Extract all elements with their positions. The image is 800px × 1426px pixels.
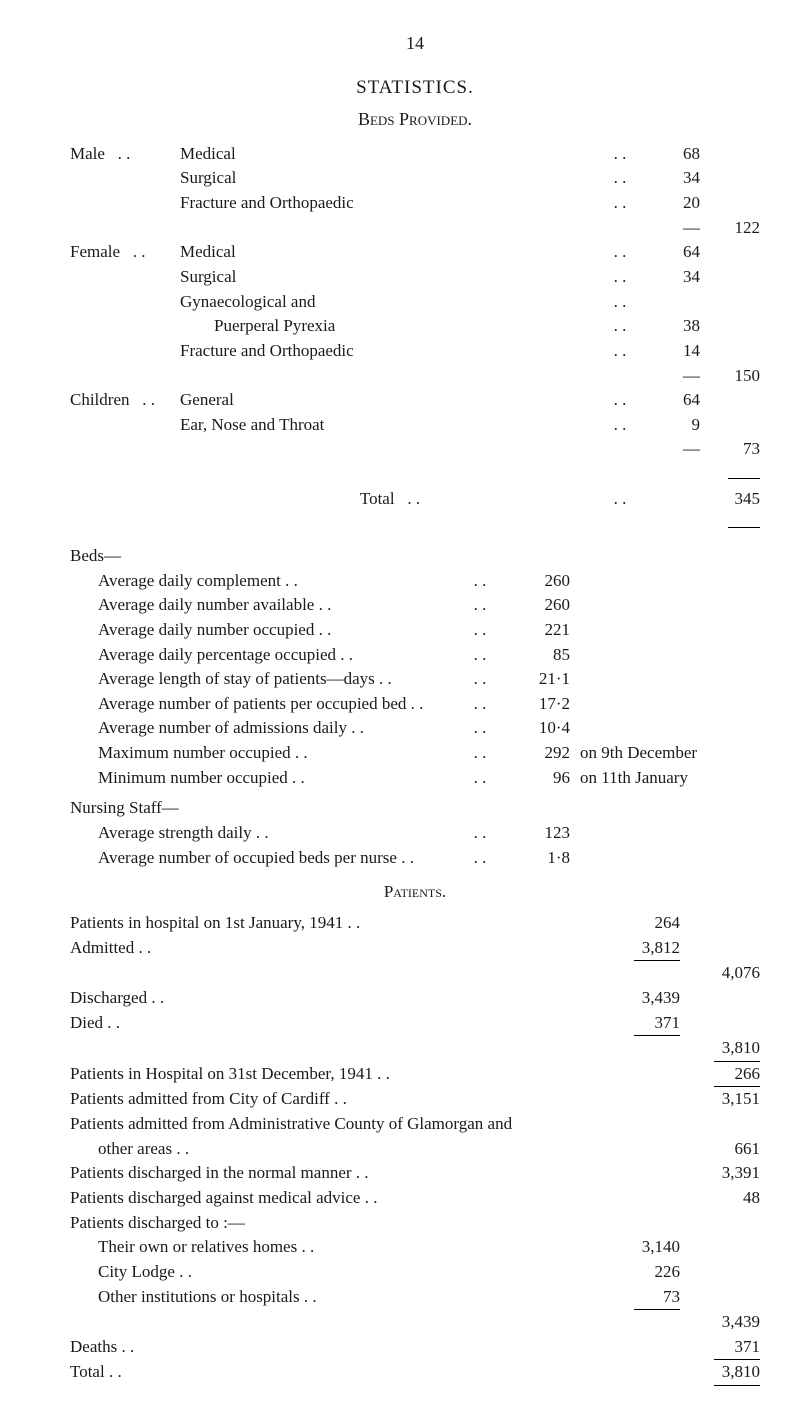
page-number: 14 [70, 30, 760, 56]
beds-stat-row: Average daily complement . .. .260 [70, 569, 760, 594]
patients-row: 3,810 [70, 1036, 760, 1061]
beds-provided-row: Gynaecological and. . [70, 290, 760, 315]
patients-row: Patients in hospital on 1st January, 194… [70, 911, 760, 936]
patients-row: Patients discharged in the normal manner… [70, 1161, 760, 1186]
patients-row: Their own or relatives homes . .3,140 [70, 1235, 760, 1260]
patients-row: Total . .3,810 [70, 1360, 760, 1385]
nursing-table: Average strength daily . .. .123Average … [70, 821, 760, 870]
patients-row: City Lodge . .226 [70, 1260, 760, 1285]
beds-stat-row: Average daily number occupied . .. .221 [70, 618, 760, 643]
beds-stat-row: Average daily percentage occupied . .. .… [70, 643, 760, 668]
patients-table: Patients in hospital on 1st January, 194… [70, 911, 760, 1386]
beds-stat-row: Average length of stay of patients—days … [70, 667, 760, 692]
beds-stat-row: Average daily number available . .. .260 [70, 593, 760, 618]
beds-provided-row: Surgical. .34 [70, 166, 760, 191]
nursing-row: Average strength daily . .. .123 [70, 821, 760, 846]
patients-row: Admitted . .3,812 [70, 936, 760, 961]
nursing-row: Average number of occupied beds per nurs… [70, 846, 760, 871]
beds-provided-subtotal: —150 [70, 364, 760, 389]
patients-row: Deaths . .371 [70, 1335, 760, 1360]
beds-stat-row: Average number of admissions daily . .. … [70, 716, 760, 741]
beds-provided-row: Ear, Nose and Throat. .9 [70, 413, 760, 438]
beds-stat-row: Minimum number occupied . .. .96on 11th … [70, 766, 760, 791]
beds-provided-row: Fracture and Orthopaedic. .20 [70, 191, 760, 216]
patients-row: Patients discharged against medical advi… [70, 1186, 760, 1211]
subtitle: Beds Provided. [70, 106, 760, 132]
nursing-heading: Nursing Staff— [70, 796, 760, 821]
patients-row: Discharged . .3,439 [70, 986, 760, 1011]
beds-provided-row: Female . .Medical. .64 [70, 240, 760, 265]
patients-row: Patients admitted from Administrative Co… [70, 1112, 760, 1137]
beds-stat-row: Average number of patients per occupied … [70, 692, 760, 717]
patients-row: Patients in Hospital on 31st December, 1… [70, 1062, 760, 1087]
beds-provided-row: Surgical. .34 [70, 265, 760, 290]
beds-provided-subtotal: —73 [70, 437, 760, 462]
beds-provided-row: Male . .Medical. .68 [70, 142, 760, 167]
beds-provided-total: Total . .. .345 [70, 487, 760, 512]
patients-row: Patients discharged to :— [70, 1211, 760, 1236]
beds-provided-subtotal: —122 [70, 216, 760, 241]
beds-stat-row: Maximum number occupied . .. .292on 9th … [70, 741, 760, 766]
patients-row: Other institutions or hospitals . .73 [70, 1285, 760, 1310]
patients-row: Patients admitted from City of Cardiff .… [70, 1087, 760, 1112]
beds-provided-table: Male . .Medical. .68Surgical. .34Fractur… [70, 142, 760, 536]
title: STATISTICS. [70, 74, 760, 102]
beds-provided-row: Children . .General. .64 [70, 388, 760, 413]
beds-heading: Beds— [70, 544, 760, 569]
patients-heading: Patients. [70, 880, 760, 905]
patients-row: Died . .371 [70, 1011, 760, 1036]
patients-row: other areas . .661 [70, 1137, 760, 1162]
patients-row: 4,076 [70, 961, 760, 986]
patients-row: 3,439 [70, 1310, 760, 1335]
beds-provided-row: Fracture and Orthopaedic. .14 [70, 339, 760, 364]
beds-provided-row: Puerperal Pyrexia. .38 [70, 314, 760, 339]
beds-stats-table: Average daily complement . .. .260Averag… [70, 569, 760, 791]
